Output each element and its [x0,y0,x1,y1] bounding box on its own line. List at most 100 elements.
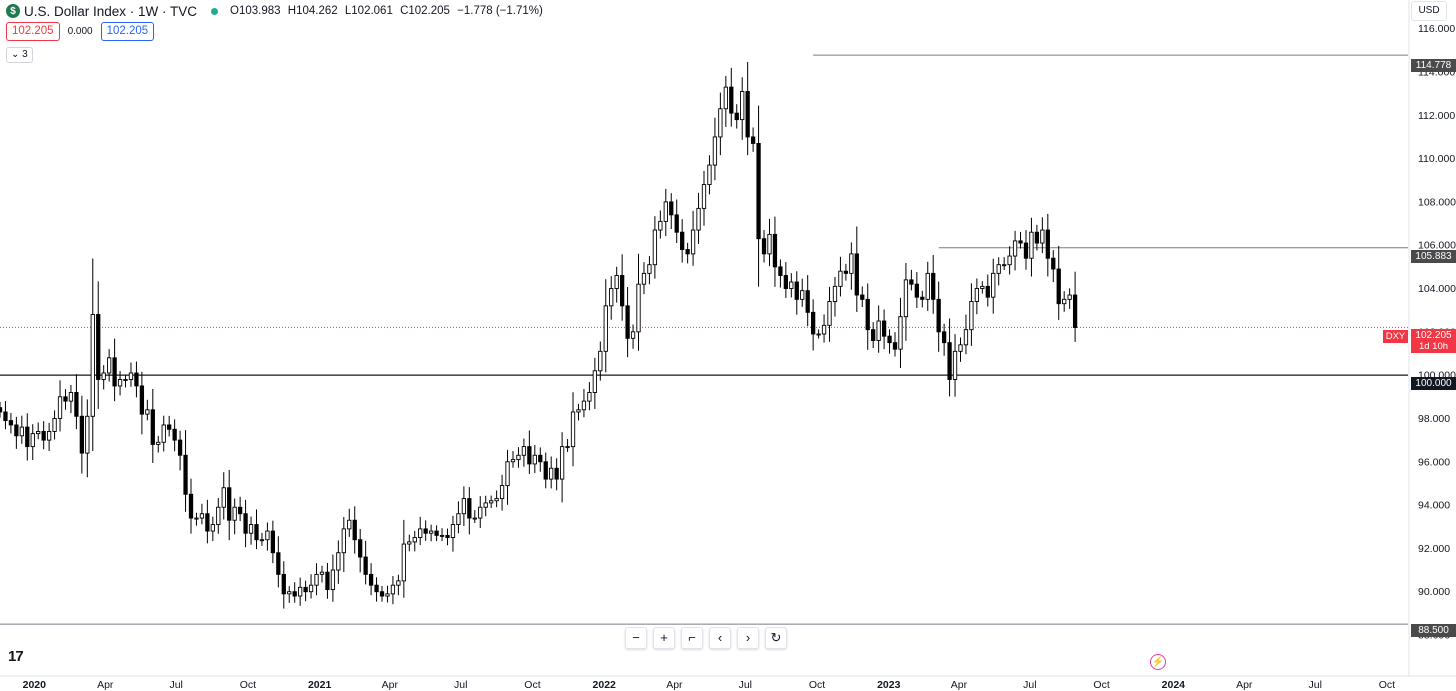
candle-body [570,411,576,448]
candle-body [723,86,728,110]
reset-chart-button[interactable]: ↻ [765,627,787,649]
candle-body [745,91,750,138]
candle-body [336,552,341,571]
candle-body [914,283,919,298]
candle-body [374,584,379,593]
x-tick-label: Oct [809,679,825,691]
candle-body [614,275,619,289]
candle-body [805,290,810,313]
candle-body [587,392,592,402]
x-tick-label: 2023 [877,679,901,691]
candle-body [619,275,625,307]
candle-body [41,430,46,441]
candle-body [227,487,232,521]
scroll-right-button[interactable]: › [737,627,759,649]
candle-body [232,506,237,521]
candle-body [527,446,532,465]
x-tick-label: 2022 [593,679,617,691]
y-tick-label: 90.000 [1418,586,1450,598]
candle-body [931,272,936,300]
dollar-icon: $ [6,4,20,18]
x-tick-label: 2021 [308,679,332,691]
candle-body [838,270,843,287]
candle-body [112,357,117,387]
candle-body [107,357,112,374]
candle-body [423,528,428,534]
candle-body [407,541,412,545]
candle-body [827,301,832,326]
buy-button[interactable]: 102.205 [100,22,155,41]
candle-body [167,424,172,430]
y-tick-label: 98.000 [1418,413,1450,425]
candle-body [1018,240,1023,244]
candle-body [396,580,401,586]
candle-body [265,530,270,541]
candle-body [1023,242,1029,259]
candle-body [14,424,19,437]
candle-body [816,333,821,336]
candle-body [145,409,150,415]
candle-body [778,266,783,276]
ohlc-values: O103.983 H104.262 L102.061 C102.205 −1.7… [230,5,543,17]
candle-body [849,253,854,274]
candle-body [843,270,849,274]
y-tick-label: 104.000 [1418,283,1456,295]
candle-body [821,324,827,335]
currency-button[interactable]: USD [1411,1,1447,21]
y-tick-label: 92.000 [1418,543,1450,555]
symbol-title[interactable]: U.S. Dollar Index · 1W · TVC [24,3,198,19]
price-tag-round-line: 100.000 [1411,377,1456,390]
candle-body [947,342,952,380]
trade-bar: 102.205 0.000 102.205 [6,22,155,41]
candle-body [521,446,527,456]
candle-body [210,524,215,532]
candle-body [330,569,336,590]
candle-body [63,396,68,402]
indicators-toggle[interactable]: ⌄ 3 [6,47,33,63]
candle-body [270,530,276,554]
candle-body [308,584,314,593]
candle-body [347,519,352,530]
candle-body [772,233,778,268]
candle-body [52,418,57,432]
scroll-left-button[interactable]: ‹ [709,627,731,649]
candle-body [46,430,52,441]
price-tag-high-line: 114.778 [1411,59,1456,72]
candle-body [74,392,79,417]
zoom-in-button[interactable]: + [653,627,675,649]
candle-body [690,229,696,255]
candle-body [434,530,439,536]
candle-body [79,415,85,454]
candle-body [925,272,930,300]
candle-body [1029,231,1034,259]
candle-body [783,275,789,289]
candle-body [390,584,396,595]
candle-body [237,506,243,515]
candle-body [881,320,887,337]
zoom-out-button[interactable]: − [625,627,647,649]
sell-button[interactable]: 102.205 [6,22,60,41]
candle-body [909,279,914,285]
candle-body [1034,231,1040,244]
candle-body [532,454,537,465]
lightning-icon[interactable]: ⚡ [1150,654,1166,670]
candle-body [696,207,701,231]
x-tick-label: Oct [1093,679,1109,691]
candle-body [439,534,445,537]
candle-body [603,305,608,352]
candle-body [489,500,494,504]
chart-toolbar: − + ⌐ ‹ › ↻ [625,627,787,649]
candle-body [401,543,406,582]
candle-body [718,108,723,138]
candle-body [756,142,761,240]
candle-body [412,537,417,543]
reset-scale-button[interactable]: ⌐ [681,627,703,649]
candle-body [892,342,898,350]
candle-body [969,301,974,331]
x-tick-label: Apr [1236,679,1253,691]
x-tick-label: Oct [240,679,256,691]
candle-body [707,164,712,186]
candle-body [456,513,461,526]
x-tick-label: Jul [739,679,752,691]
